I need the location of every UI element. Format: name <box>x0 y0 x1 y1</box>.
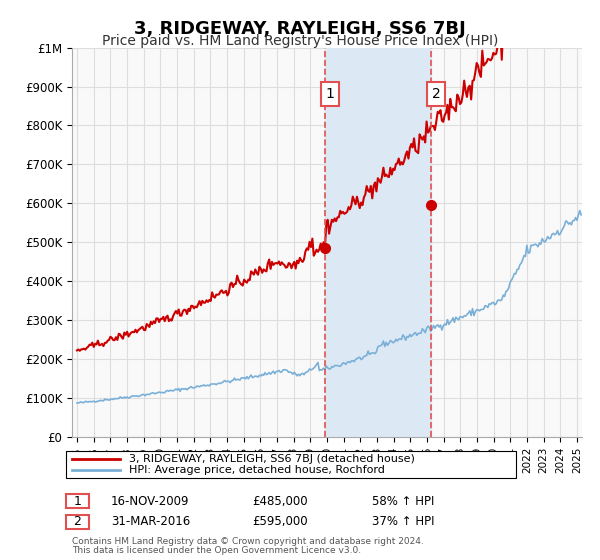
Text: Contains HM Land Registry data © Crown copyright and database right 2024.: Contains HM Land Registry data © Crown c… <box>72 538 424 547</box>
Text: 3, RIDGEWAY, RAYLEIGH, SS6 7BJ (detached house): 3, RIDGEWAY, RAYLEIGH, SS6 7BJ (detached… <box>129 454 415 464</box>
Text: 2: 2 <box>73 515 82 529</box>
Text: 3, RIDGEWAY, RAYLEIGH, SS6 7BJ: 3, RIDGEWAY, RAYLEIGH, SS6 7BJ <box>134 20 466 38</box>
Text: 58% ↑ HPI: 58% ↑ HPI <box>372 494 434 508</box>
Text: 1: 1 <box>326 87 334 101</box>
Text: 16-NOV-2009: 16-NOV-2009 <box>111 494 190 508</box>
Text: £595,000: £595,000 <box>252 515 308 529</box>
Bar <box>325 48 431 437</box>
Text: Price paid vs. HM Land Registry's House Price Index (HPI): Price paid vs. HM Land Registry's House … <box>102 34 498 48</box>
Text: 1: 1 <box>73 494 82 508</box>
Text: 2: 2 <box>432 87 440 101</box>
Text: £485,000: £485,000 <box>252 494 308 508</box>
Text: 31-MAR-2016: 31-MAR-2016 <box>111 515 190 529</box>
Text: HPI: Average price, detached house, Rochford: HPI: Average price, detached house, Roch… <box>129 465 385 475</box>
Text: 37% ↑ HPI: 37% ↑ HPI <box>372 515 434 529</box>
Text: This data is licensed under the Open Government Licence v3.0.: This data is licensed under the Open Gov… <box>72 545 361 555</box>
